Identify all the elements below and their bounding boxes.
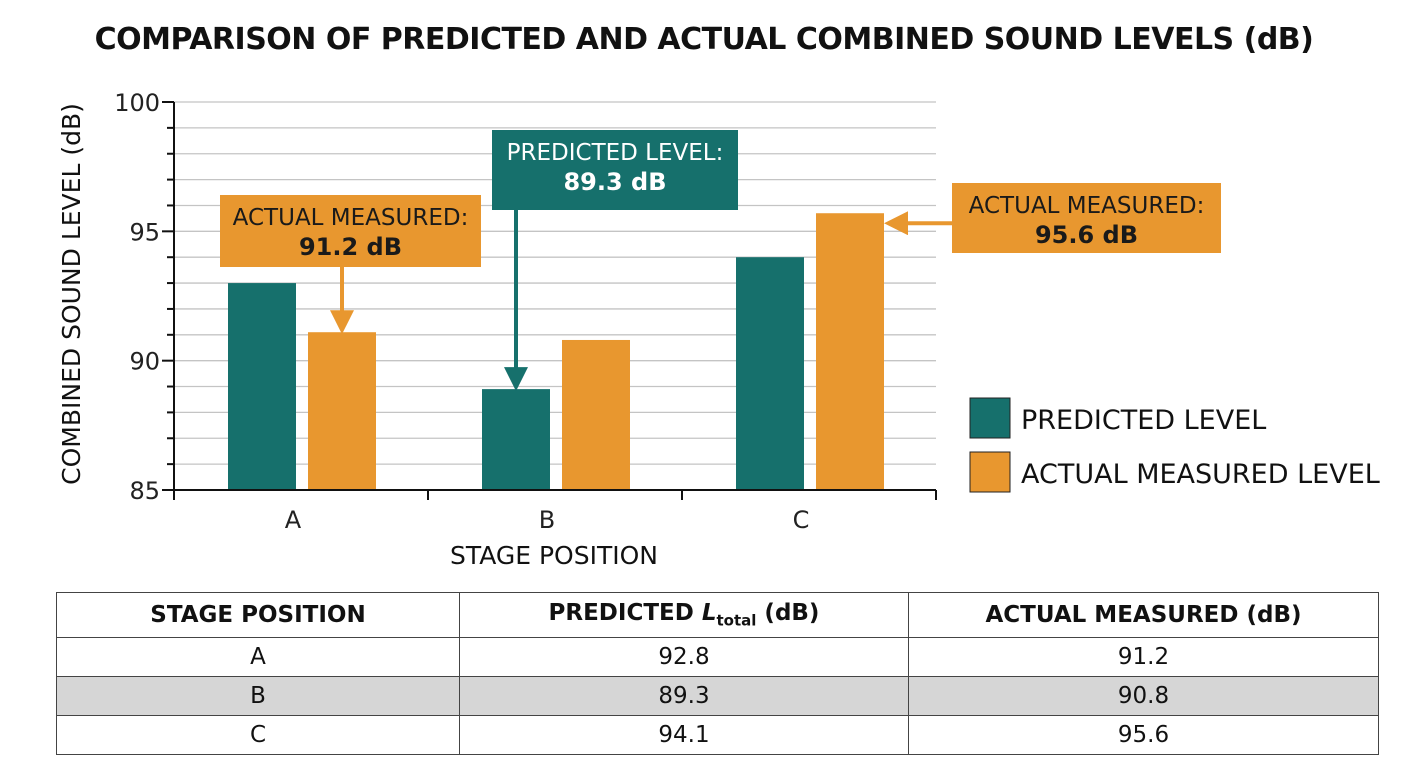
header-predicted: PREDICTED Ltotal (dB) bbox=[459, 592, 909, 638]
bar-chart: 85 90 95 100 A B C STAGE POSITION COMBINED SOUND… bbox=[57, 89, 1380, 570]
chart-title: COMPARISON OF PREDICTED AND ACTUAL COMBI… bbox=[94, 22, 1314, 57]
legend-swatch bbox=[969, 397, 1011, 439]
cell-actual: 90.8 bbox=[908, 676, 1379, 716]
annotation-label: PREDICTED LEVEL: bbox=[507, 140, 724, 166]
x-tick-label: A bbox=[285, 506, 302, 534]
x-tick-label: B bbox=[539, 506, 555, 534]
cell-position: C bbox=[56, 715, 460, 755]
bar-actual-measured-level-a bbox=[308, 332, 376, 490]
annotation-box bbox=[952, 183, 1221, 253]
annotation-box bbox=[220, 195, 481, 267]
cell-predicted: 94.1 bbox=[459, 715, 909, 755]
cell-predicted: 92.8 bbox=[459, 637, 909, 677]
legend-swatch bbox=[969, 451, 1011, 493]
annotation-1: ACTUAL MEASURED:91.2 dB bbox=[220, 195, 481, 335]
annotation-label: ACTUAL MEASURED: bbox=[969, 193, 1205, 219]
cell-actual: 95.6 bbox=[908, 715, 1379, 755]
annotation-value: 95.6 dB bbox=[1035, 221, 1138, 249]
annotation-value: 89.3 dB bbox=[563, 168, 666, 196]
bar-actual-measured-level-b bbox=[562, 339, 630, 490]
annotation-box bbox=[492, 130, 738, 210]
header-stage-position: STAGE POSITION bbox=[56, 592, 460, 638]
x-tick-label: C bbox=[793, 506, 810, 534]
annotation-value: 91.2 dB bbox=[299, 233, 402, 261]
y-axis-title: COMBINED SOUND LEVEL (dB) bbox=[57, 103, 86, 485]
table-header-row: STAGE POSITION PREDICTED Ltotal (dB) ACT… bbox=[56, 592, 1379, 638]
legend-label: PREDICTED LEVEL bbox=[1021, 405, 1266, 436]
annotation-label: ACTUAL MEASURED: bbox=[233, 205, 469, 231]
cell-position: B bbox=[56, 676, 460, 716]
header-actual: ACTUAL MEASURED (dB) bbox=[908, 592, 1379, 638]
table-row: A 92.8 91.2 bbox=[56, 637, 1379, 677]
data-table: STAGE POSITION PREDICTED Ltotal (dB) ACT… bbox=[56, 592, 1379, 755]
x-axis-title: STAGE POSITION bbox=[450, 541, 658, 570]
bar-actual-measured-level-c bbox=[816, 213, 884, 490]
bar-predicted-level-c bbox=[736, 257, 804, 490]
cell-predicted: 89.3 bbox=[459, 676, 909, 716]
table-row: C 94.1 95.6 bbox=[56, 715, 1379, 755]
y-tick-label: 90 bbox=[129, 348, 160, 376]
legend-label: ACTUAL MEASURED LEVEL bbox=[1021, 459, 1380, 490]
cell-actual: 91.2 bbox=[908, 637, 1379, 677]
cell-position: A bbox=[56, 637, 460, 677]
annotation-3: ACTUAL MEASURED:95.6 dB bbox=[884, 183, 1221, 253]
table-row: B 89.3 90.8 bbox=[56, 676, 1379, 716]
y-tick-label: 85 bbox=[129, 477, 160, 505]
annotation-2: PREDICTED LEVEL:89.3 dB bbox=[492, 130, 738, 392]
bar-predicted-level-b bbox=[482, 389, 550, 490]
y-tick-label: 100 bbox=[114, 89, 160, 117]
bar-predicted-level-a bbox=[228, 283, 296, 490]
y-tick-label: 95 bbox=[129, 218, 160, 246]
